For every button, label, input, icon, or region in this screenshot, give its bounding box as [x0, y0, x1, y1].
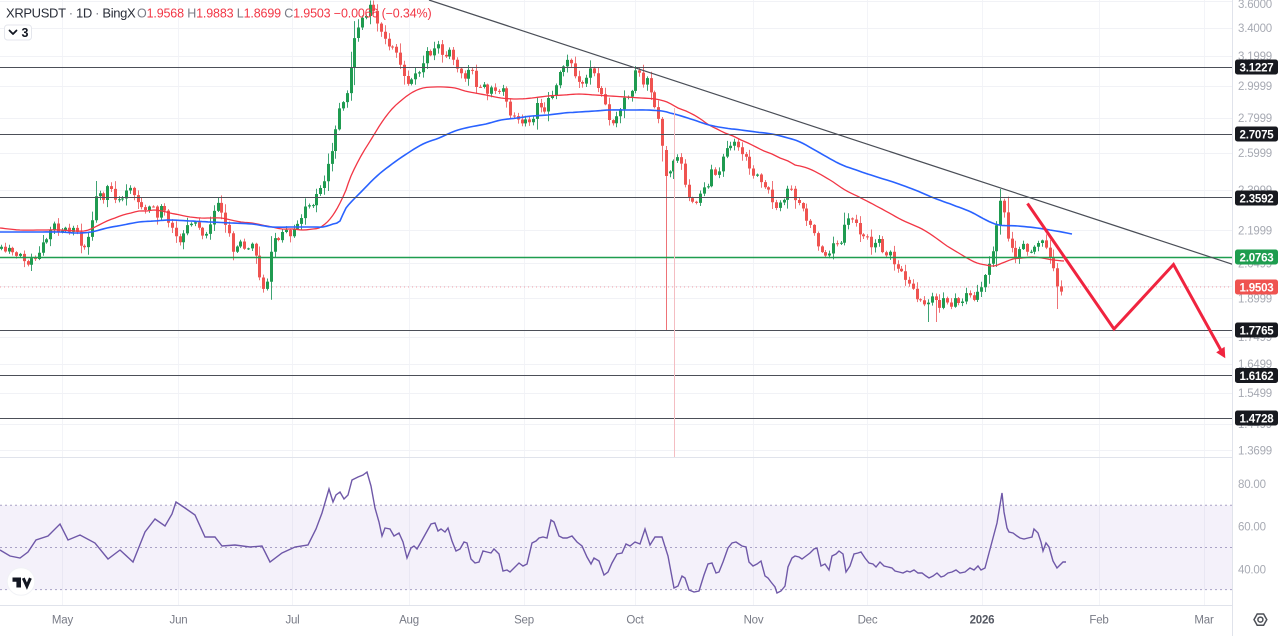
svg-text:Oct: Oct	[626, 615, 644, 627]
svg-text:2.1999: 2.1999	[1238, 226, 1272, 238]
svg-text:1.7765: 1.7765	[1240, 325, 1275, 337]
svg-text:1.3699: 1.3699	[1238, 446, 1272, 458]
svg-text:Mar: Mar	[1194, 615, 1214, 627]
svg-text:1.6162: 1.6162	[1240, 371, 1274, 383]
svg-text:3: 3	[22, 26, 29, 40]
svg-text:2026: 2026	[970, 615, 995, 627]
svg-text:XRPUSDT · 1D · BingX: XRPUSDT · 1D · BingX	[6, 6, 136, 21]
svg-text:2.5999: 2.5999	[1238, 148, 1272, 160]
svg-text:Jul: Jul	[285, 615, 299, 627]
svg-text:3.4000: 3.4000	[1238, 23, 1272, 35]
svg-text:May: May	[52, 615, 74, 627]
svg-text:2.0763: 2.0763	[1240, 252, 1274, 264]
svg-text:O1.9568 H1.9883 L1.8699 C1.950: O1.9568 H1.9883 L1.8699 C1.9503 −0.0066 …	[137, 7, 431, 21]
svg-text:Nov: Nov	[744, 615, 764, 627]
svg-text:60.00: 60.00	[1238, 522, 1266, 534]
svg-text:Feb: Feb	[1089, 615, 1108, 627]
svg-text:Aug: Aug	[399, 615, 419, 627]
svg-text:80.00: 80.00	[1238, 479, 1266, 491]
svg-text:Sep: Sep	[514, 615, 534, 627]
svg-text:1.4728: 1.4728	[1240, 413, 1275, 425]
svg-text:2.3592: 2.3592	[1240, 193, 1274, 205]
svg-text:Jun: Jun	[170, 615, 188, 627]
svg-text:3.6000: 3.6000	[1238, 0, 1272, 11]
svg-text:1.5499: 1.5499	[1238, 388, 1272, 400]
svg-text:3.1227: 3.1227	[1240, 62, 1274, 74]
svg-text:2.7075: 2.7075	[1240, 129, 1275, 141]
svg-text:Dec: Dec	[858, 615, 878, 627]
svg-text:1.9503: 1.9503	[1240, 282, 1274, 294]
svg-text:40.00: 40.00	[1238, 565, 1266, 577]
svg-text:1.8999: 1.8999	[1238, 294, 1272, 306]
svg-text:2.7999: 2.7999	[1238, 113, 1272, 125]
svg-text:2.9999: 2.9999	[1238, 81, 1272, 93]
